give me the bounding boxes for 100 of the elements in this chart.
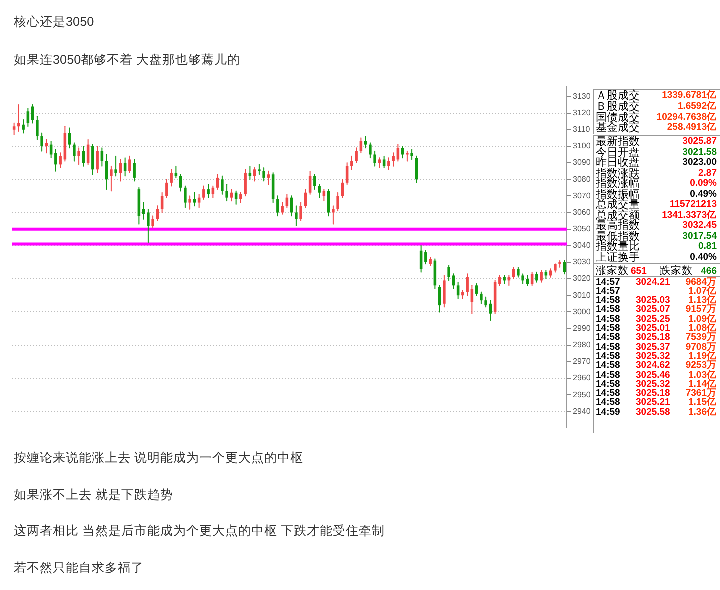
- text: 若不然只能自求多福了: [14, 560, 144, 576]
- data-label: 7539万: [686, 332, 717, 344]
- y-tick-label: 2940: [573, 406, 592, 416]
- data-label: 115721213: [670, 199, 717, 210]
- data-label: 3025.32: [636, 378, 670, 390]
- category-label: 14:58: [596, 370, 620, 380]
- y-tick-label: 2950: [573, 390, 592, 400]
- data-label: 0.49%: [690, 188, 717, 200]
- y-tick-label: 3130: [573, 92, 592, 101]
- category-label: 涨家数: [596, 264, 629, 278]
- y-tick-label: 3020: [573, 274, 592, 284]
- category-label: 14:58: [596, 378, 620, 390]
- category-label: 14:57: [596, 276, 620, 288]
- category-label: 14:58: [596, 304, 620, 316]
- category-label: 14:58: [596, 350, 620, 362]
- y-tick-label: 2980: [573, 340, 592, 350]
- category-label: 国债成交: [596, 112, 640, 124]
- data-label: 1.15亿: [688, 397, 717, 408]
- data-label: 1.19亿: [688, 350, 717, 362]
- y-tick-label: 3090: [573, 158, 592, 168]
- text: 这两者相比 当然是后市能成为个更大点的中枢 下跌才能受住牵制: [14, 523, 386, 540]
- data-label: 3024.62: [636, 360, 670, 372]
- data-label: 1.03亿: [688, 370, 717, 380]
- category-label: 14:58: [596, 388, 620, 400]
- data-label: 3024.21: [636, 276, 670, 288]
- data-label: 1339.6781亿: [662, 90, 717, 101]
- data-label: 3025.03: [636, 295, 670, 306]
- data-label: 1.14亿: [688, 378, 717, 390]
- y-tick-label: 3070: [573, 191, 592, 200]
- data-label: 3025.07: [636, 304, 670, 316]
- y-tick-label: 2990: [573, 324, 592, 333]
- category-label: Ａ股成交: [596, 90, 640, 102]
- data-label: 0.81: [698, 241, 717, 252]
- data-label: 3025.46: [636, 370, 670, 380]
- category-label: 总成交量: [596, 199, 640, 211]
- category-label: 总成交额: [596, 210, 640, 222]
- data-label: 258.4913亿: [667, 122, 717, 134]
- y-tick-label: 2970: [573, 357, 592, 366]
- y-tick-label: 3100: [573, 142, 592, 151]
- chart-title: 核心还是3050: [14, 14, 94, 30]
- data-label: 3025.58: [636, 406, 670, 418]
- y-tick-label: 3000: [573, 307, 592, 316]
- data-label: 466: [701, 264, 717, 278]
- data-label: 3021.58: [682, 146, 717, 158]
- category-label: 指数涨幅: [596, 178, 640, 190]
- data-label: 3017.54: [682, 230, 717, 242]
- data-label: 10294.7638亿: [656, 112, 717, 123]
- category-label: 上证换手: [596, 252, 640, 264]
- category-label: 指数量比: [596, 241, 640, 253]
- category-label: 14:58: [596, 323, 620, 334]
- category-label: 14:58: [596, 397, 620, 408]
- category-label: 基金成交: [596, 122, 640, 134]
- data-label: 2.87: [698, 168, 717, 179]
- category-label: 最低指数: [596, 230, 640, 242]
- y-tick-label: 3040: [573, 241, 592, 250]
- category-label: 14:58: [596, 360, 620, 372]
- data-label: 3032.45: [682, 220, 717, 232]
- data-label: 1.08亿: [688, 323, 717, 334]
- y-tick-label: 3110: [573, 125, 591, 134]
- data-label: 3025.21: [636, 397, 670, 408]
- data-label: 1.09亿: [688, 314, 717, 325]
- category-label: 14:57: [596, 286, 620, 297]
- text: 按缠论来说能涨上去 说明能成为一个更大点的中枢: [14, 450, 304, 466]
- y-tick-label: 3010: [573, 290, 592, 300]
- y-tick-label: 3080: [573, 174, 592, 184]
- data-label: 3025.87: [682, 136, 717, 148]
- data-label: 3023.00: [682, 157, 717, 168]
- category-label: 昨日收盘: [596, 157, 640, 169]
- y-tick-label: 2960: [573, 374, 592, 383]
- data-label: 1.07亿: [688, 286, 717, 297]
- data-label: 9157万: [686, 304, 717, 316]
- category-label: 今日开盘: [596, 146, 640, 158]
- data-label: 9684万: [686, 276, 717, 288]
- category-label: 最高指数: [596, 220, 640, 232]
- data-label: 0.09%: [690, 178, 717, 190]
- y-tick-label: 3050: [573, 224, 592, 234]
- data-label: 3025.32: [636, 350, 670, 362]
- data-label: 3025.18: [636, 388, 670, 400]
- category-label: 指数涨跌: [596, 168, 640, 180]
- y-tick-label: 3030: [573, 258, 592, 267]
- category-label: 14:58: [596, 295, 620, 306]
- data-label: 9253万: [686, 360, 717, 372]
- data-label: 1.36亿: [688, 406, 717, 418]
- chart-subtitle: 如果连3050都够不着 大盘那也够蔫儿的: [14, 52, 241, 68]
- data-label: 3025.01: [636, 323, 670, 334]
- category-label: 14:59: [596, 406, 620, 418]
- text: 如果涨不上去 就是下跌趋势: [14, 486, 174, 503]
- data-label: 1.6592亿: [678, 100, 717, 112]
- data-label: 9708万: [686, 342, 717, 353]
- category-label: 指数振幅: [596, 188, 640, 200]
- y-tick-label: 3060: [573, 208, 592, 217]
- y-tick-label: 3120: [573, 108, 592, 118]
- category-label: 跌家数: [660, 264, 693, 278]
- data-label: 1341.3373亿: [662, 210, 717, 221]
- category-label: 14:58: [596, 332, 620, 344]
- data-label: 0.40%: [690, 252, 717, 263]
- data-label: 3025.25: [636, 314, 670, 325]
- category-label: Ｂ股成交: [596, 100, 640, 113]
- data-label: 651: [631, 264, 647, 278]
- data-label: 3025.37: [636, 342, 670, 353]
